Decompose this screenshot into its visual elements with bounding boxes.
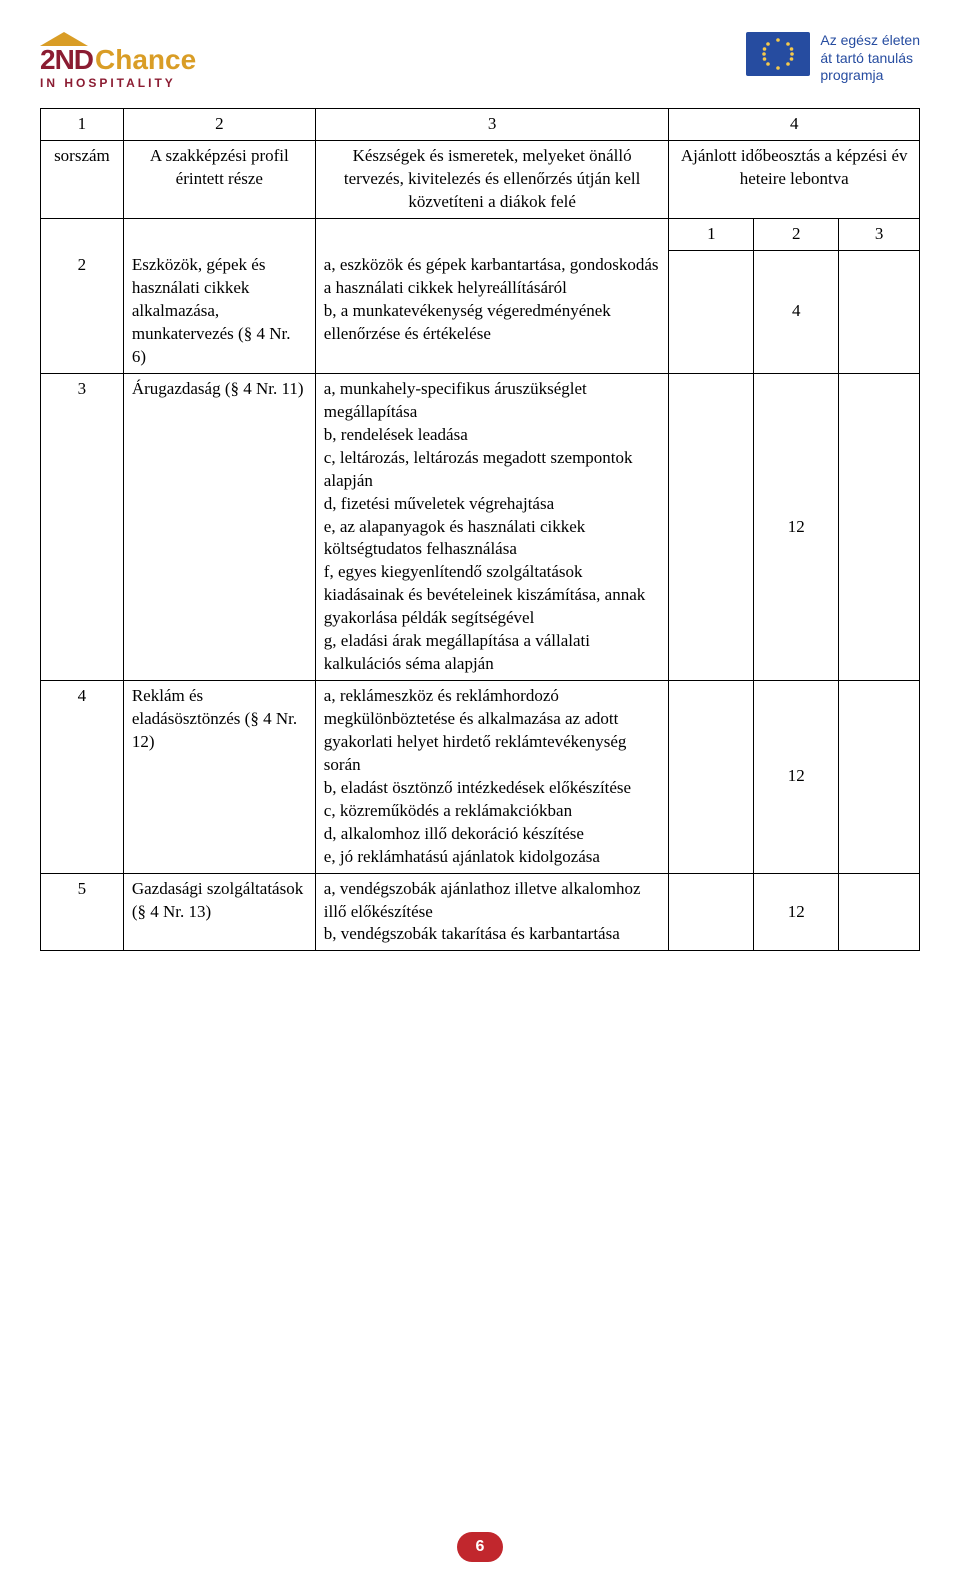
row-profile: Gazdasági szolgáltatások (§ 4 Nr. 13) (123, 873, 315, 951)
row-s1 (669, 681, 754, 874)
row-num: 5 (41, 873, 124, 951)
brand-text-2nd: 2ND (40, 44, 93, 76)
row-s1 (669, 373, 754, 680)
sub-3: 3 (839, 218, 920, 250)
sub-empty-3 (315, 218, 669, 250)
brand-text-chance: Chance (95, 44, 196, 76)
sub-empty-1 (41, 218, 124, 250)
eu-line2: át tartó tanulás (820, 50, 920, 68)
row-profile: Eszközök, gépek és használati cikkek alk… (123, 250, 315, 373)
brand-logo-left: 2ND Chance IN HOSPITALITY (40, 32, 196, 90)
eu-program-text: Az egész életen át tartó tanulás program… (820, 32, 920, 85)
table-header-row: sorszám A szakképzési profil érintett ré… (41, 140, 920, 218)
head-sorszam: sorszám (41, 140, 124, 218)
row-s2: 12 (754, 373, 839, 680)
row-profile: Reklám és eladásösztönzés (§ 4 Nr. 12) (123, 681, 315, 874)
col-num-4: 4 (669, 109, 920, 141)
col-num-3: 3 (315, 109, 669, 141)
head-schedule: Ajánlott időbeosztás a képzési év heteir… (669, 140, 920, 218)
page-header: 2ND Chance IN HOSPITALITY Az egész élete… (40, 32, 920, 90)
row-s1 (669, 250, 754, 373)
table-row: 4 Reklám és eladásösztönzés (§ 4 Nr. 12)… (41, 681, 920, 874)
col-num-2: 2 (123, 109, 315, 141)
brand-text-hospitality: IN HOSPITALITY (40, 76, 196, 90)
row-s3 (839, 681, 920, 874)
head-profile: A szakképzési profil érintett része (123, 140, 315, 218)
row-s3 (839, 373, 920, 680)
page-number-badge: 6 (457, 1532, 503, 1562)
row-s2: 12 (754, 681, 839, 874)
table-row: 2 Eszközök, gépek és használati cikkek a… (41, 250, 920, 373)
row-skills: a, munkahely-specifikus áruszükséglet me… (315, 373, 669, 680)
row-num: 3 (41, 373, 124, 680)
eu-line3: programja (820, 67, 920, 85)
row-s3 (839, 873, 920, 951)
curriculum-table: 1 2 3 4 sorszám A szakképzési profil éri… (40, 108, 920, 951)
sub-1: 1 (669, 218, 754, 250)
row-num: 4 (41, 681, 124, 874)
eu-flag-icon (746, 32, 810, 76)
head-skills: Készségek és ismeretek, melyeket önálló … (315, 140, 669, 218)
row-s2: 4 (754, 250, 839, 373)
table-subheader-row: 1 2 3 (41, 218, 920, 250)
row-s1 (669, 873, 754, 951)
row-s3 (839, 250, 920, 373)
table-top-number-row: 1 2 3 4 (41, 109, 920, 141)
row-profile: Árugazdaság (§ 4 Nr. 11) (123, 373, 315, 680)
row-skills: a, vendégszobák ajánlathoz illetve alkal… (315, 873, 669, 951)
sub-empty-2 (123, 218, 315, 250)
eu-logo-block: Az egész életen át tartó tanulás program… (746, 32, 920, 85)
table-row: 5 Gazdasági szolgáltatások (§ 4 Nr. 13) … (41, 873, 920, 951)
table-row: 3 Árugazdaság (§ 4 Nr. 11) a, munkahely-… (41, 373, 920, 680)
row-skills: a, eszközök és gépek karbantartása, gond… (315, 250, 669, 373)
row-num: 2 (41, 250, 124, 373)
row-skills: a, reklámeszköz és reklámhordozó megkülö… (315, 681, 669, 874)
eu-line1: Az egész életen (820, 32, 920, 50)
row-s2: 12 (754, 873, 839, 951)
col-num-1: 1 (41, 109, 124, 141)
sub-2: 2 (754, 218, 839, 250)
